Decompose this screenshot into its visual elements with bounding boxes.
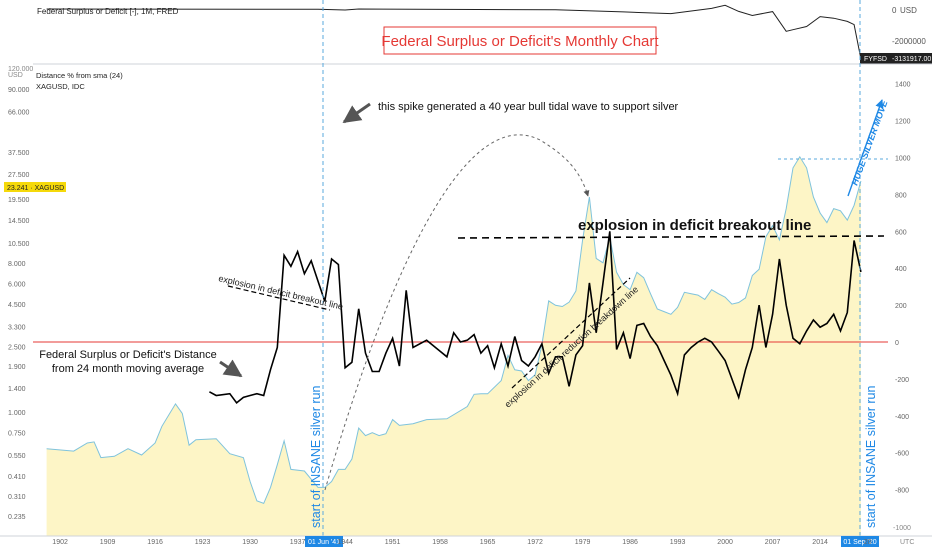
left-tick-label: 1.900 — [8, 364, 26, 371]
left-tick-label: 27.500 — [8, 172, 30, 179]
distance-annotation-2: from 24 month moving average — [52, 363, 204, 375]
headline-box — [383, 26, 657, 55]
left-tick-label: 10.500 — [8, 241, 30, 248]
headline: Federal Surplus or Deficit's Monthly Cha… — [381, 33, 659, 50]
spike-arrow — [342, 102, 371, 124]
time-axis: 01 Jun '41 01 Sep '20 UTC 1902 1909 1916 19… — [0, 535, 932, 547]
right-tick-label: 0 — [895, 340, 899, 347]
time-tick-label: 1902 — [52, 539, 68, 546]
spike-annotation: this spike generated a 40 year bull tida… — [378, 101, 679, 113]
right-tick-label: -400 — [895, 414, 909, 421]
silver-price-line — [46, 155, 862, 505]
reduction-breakdown-line — [511, 277, 631, 389]
left-tick-label: 0.310 — [8, 494, 26, 501]
huge-move-arrow — [847, 99, 884, 197]
time-highlight-left-box — [305, 536, 343, 547]
time-highlight-left: 01 Jun '41 — [308, 539, 340, 546]
time-tick-label: 1951 — [385, 539, 401, 546]
time-highlight-right-box — [841, 536, 879, 547]
time-tick-label: 2007 — [765, 539, 781, 546]
time-tick-label: 1916 — [147, 539, 163, 546]
main-panel: Federal Surplus or Deficit's Monthly Cha… — [33, 0, 890, 537]
left-tick-label: 14.500 — [8, 218, 30, 225]
left-tick-label: 8.000 — [8, 261, 26, 268]
left-tick-label: 0.750 — [8, 431, 26, 438]
time-tick-label: 1965 — [480, 539, 496, 546]
right-tick-label: 800 — [895, 192, 907, 199]
top-panel-title: Federal Surplus or Deficit [-], 1M, FRED — [37, 7, 179, 16]
right-tick-label: 600 — [895, 229, 907, 236]
right-tick-label: 1400 — [895, 82, 911, 89]
time-tick-label: 1923 — [195, 539, 211, 546]
right-axis: -1000 1400 1200 1000 800 600 400 200 0 -200 -400 -… — [893, 82, 911, 532]
right-tick-label: 200 — [895, 303, 907, 310]
time-tick-label: 1993 — [670, 539, 686, 546]
top-tick-zero: 0 — [892, 6, 897, 15]
left-tick-label: 2.500 — [8, 344, 26, 351]
left-tick-label: 66.000 — [8, 109, 30, 116]
left-tick-label: 1.000 — [8, 410, 26, 417]
symbol-label: XAGUSD, IDC — [36, 82, 85, 91]
distance-arrow — [219, 359, 243, 378]
distance-annotation-1: Federal Surplus or Deficit's Distance — [39, 349, 217, 361]
right-tick-label: -200 — [895, 377, 909, 384]
top-deficit-line — [46, 4, 862, 59]
time-tick-label: 20 — [864, 539, 872, 546]
time-highlight-right: 01 Sep '20 — [843, 539, 876, 546]
right-tick-label: -800 — [895, 488, 909, 495]
huge-move-annotation: HUGE SILVER MOVE — [849, 98, 889, 186]
left-axis-currency: USD — [8, 72, 23, 79]
time-zone: UTC — [900, 539, 914, 546]
right-tick-label: 1200 — [895, 119, 911, 126]
left-axis-top-partial: 120.000 — [8, 66, 33, 73]
left-tick-label: 0.550 — [8, 453, 26, 460]
time-tick-label: 1930 — [242, 539, 258, 546]
time-tick-label: 1958 — [432, 539, 448, 546]
time-tick-label: 1909 — [100, 539, 116, 546]
left-tick-label: 0.235 — [8, 514, 26, 521]
right-axis-bottom-partial: -1000 — [893, 525, 911, 532]
time-tick-label: 2014 — [812, 539, 828, 546]
insane-run-right: start of INSANE silver run — [864, 386, 878, 528]
left-tick-label: 0.410 — [8, 474, 26, 481]
top-currency-label: USD — [900, 6, 917, 15]
left-tick-label: 4.500 — [8, 302, 26, 309]
insane-run-left: start of INSANE silver run — [309, 386, 323, 528]
small-breakout-line — [227, 285, 331, 311]
left-tick-label: 6.000 — [8, 281, 26, 288]
left-tick-label: 90.000 — [8, 87, 30, 94]
right-tick-label: -600 — [895, 451, 909, 458]
left-tick-label: 19.500 — [8, 197, 30, 204]
time-tick-label: 1986 — [622, 539, 638, 546]
left-tick-label: 1.400 — [8, 386, 26, 393]
left-axis: 120.000 USD 23.241 · XAGUSD 90.000 66.000… — [4, 66, 66, 521]
top-value: -3131917.00 — [892, 56, 931, 63]
tidal-wave-arc — [324, 134, 590, 491]
right-tick-label: 1000 — [895, 156, 911, 163]
time-tick-label: 1972 — [527, 539, 543, 546]
deficit-distance-line — [209, 231, 862, 405]
time-tick-label: 1979 — [575, 539, 591, 546]
top-tick-neg: -2000000 — [892, 37, 926, 46]
silver-area-fill — [46, 156, 861, 537]
time-tick-label: 1944 — [337, 539, 353, 546]
price-tag-box — [4, 182, 66, 192]
right-tick-label: 400 — [895, 266, 907, 273]
indicator-label: Distance % from sma (24) — [36, 71, 123, 80]
breakout-annotation: explosion in deficit breakout line — [578, 217, 811, 234]
time-tick-label: 2000 — [717, 539, 733, 546]
top-value-ticker: FYFSD — [864, 56, 887, 63]
left-tick-label: 3.300 — [8, 324, 26, 331]
price-tag: 23.241 · XAGUSD — [7, 185, 64, 192]
left-tick-label: 37.500 — [8, 150, 30, 157]
time-tick-label: 1937 — [290, 539, 306, 546]
